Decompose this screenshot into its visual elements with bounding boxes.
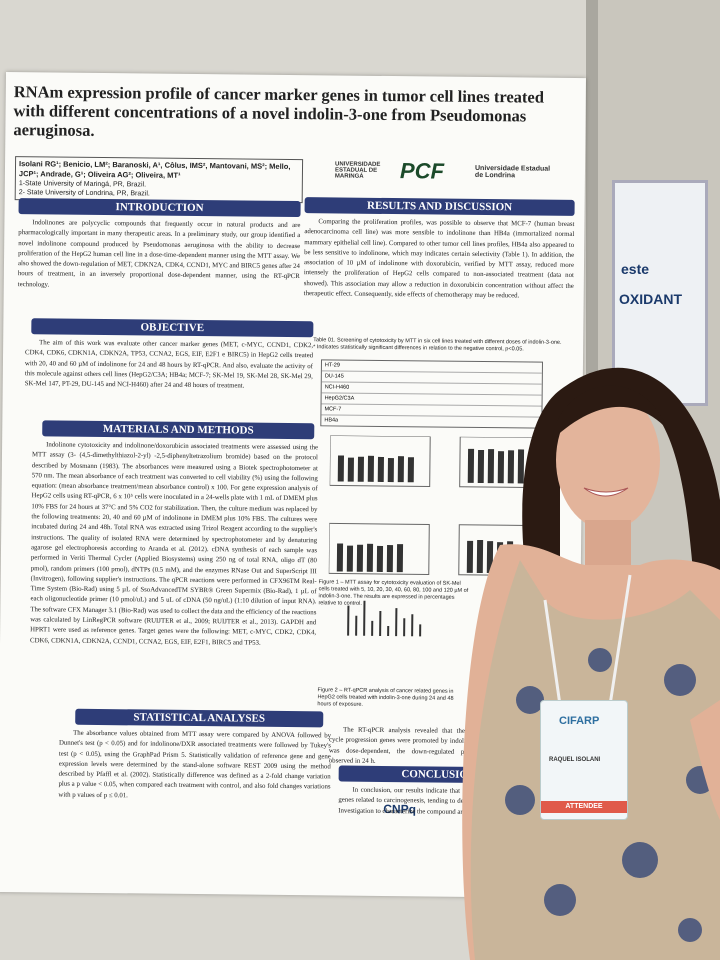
flower: [588, 648, 612, 672]
badge-event: CIFARP: [559, 715, 600, 727]
badge-name: RAQUEL ISOLANI: [549, 757, 601, 763]
flower: [622, 842, 658, 878]
decorative-gene-bars: [347, 600, 422, 637]
flower: [544, 884, 576, 916]
panel-frame: [329, 435, 431, 487]
panel-frame: [328, 522, 430, 575]
background-word: OXIDANT: [619, 291, 682, 307]
face: [556, 390, 660, 530]
flower: [678, 918, 702, 942]
flower: [516, 686, 544, 714]
lanyard: [543, 574, 632, 706]
neck: [585, 520, 631, 570]
arm: [690, 700, 720, 820]
hair: [522, 367, 720, 650]
background-word: este: [621, 261, 650, 277]
flower: [664, 664, 696, 696]
fringe: [552, 385, 668, 440]
smile: [583, 487, 629, 497]
flower: [505, 785, 535, 815]
badge: CIFARP RAQUEL ISOLANI ATTENDEE: [540, 700, 628, 820]
decorative-bars: [336, 448, 525, 574]
background-poster: este OXIDANT: [612, 180, 708, 406]
badge-role: ATTENDEE: [541, 801, 627, 813]
